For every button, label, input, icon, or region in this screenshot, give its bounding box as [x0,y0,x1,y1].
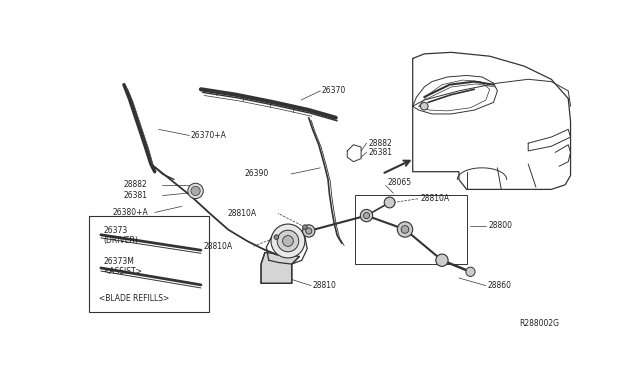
Bar [355,195,467,264]
Circle shape [466,267,475,276]
Text: 26380+A: 26380+A [113,208,148,217]
Circle shape [191,186,200,196]
Circle shape [306,228,312,234]
Text: 28810A: 28810A [204,242,232,251]
Circle shape [303,225,315,237]
Text: 28810A: 28810A [420,194,449,203]
Text: 26373M: 26373M [103,257,134,266]
Text: <ASSIST>: <ASSIST> [103,266,142,276]
Circle shape [188,183,204,199]
Text: (DRIVER): (DRIVER) [103,236,138,245]
Circle shape [436,254,448,266]
Text: R288002G: R288002G [519,319,559,328]
Circle shape [401,225,409,233]
Text: 28065: 28065 [387,178,412,187]
Text: 28810: 28810 [312,281,337,290]
Text: 26390: 26390 [245,170,269,179]
Text: 28800: 28800 [488,221,512,230]
Text: 26381: 26381 [124,191,148,200]
Circle shape [274,235,279,240]
Polygon shape [261,253,300,283]
Text: 28882: 28882 [368,139,392,148]
Circle shape [420,102,428,110]
Text: 26373: 26373 [103,227,127,235]
Circle shape [303,225,307,230]
Text: 26381: 26381 [368,148,392,157]
Circle shape [364,212,369,219]
Circle shape [271,224,305,258]
Circle shape [283,235,293,246]
Circle shape [360,209,372,222]
Text: 28860: 28860 [488,281,511,290]
Text: 26370: 26370 [322,86,346,95]
Circle shape [384,197,395,208]
Text: <BLADE REFILLS>: <BLADE REFILLS> [99,294,169,303]
Text: 28810A: 28810A [228,209,257,218]
Text: 28882: 28882 [124,180,148,189]
Circle shape [397,222,413,237]
Text: 26370+A: 26370+A [191,131,227,140]
Bar [90,216,209,312]
Circle shape [277,230,299,252]
